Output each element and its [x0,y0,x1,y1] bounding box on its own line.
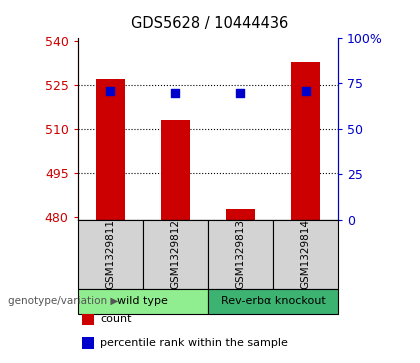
Text: GDS5628 / 10444436: GDS5628 / 10444436 [131,16,289,31]
Text: GSM1329811: GSM1329811 [105,219,115,289]
Text: percentile rank within the sample: percentile rank within the sample [100,338,288,348]
Bar [291,62,320,220]
Text: count: count [100,314,131,325]
Point [107,88,114,94]
Bar [161,120,190,220]
Bar [226,209,255,220]
Point [302,88,309,94]
Text: GSM1329812: GSM1329812 [171,219,180,289]
Text: genotype/variation ▶: genotype/variation ▶ [8,296,119,306]
Text: Rev-erbα knockout: Rev-erbα knockout [220,296,326,306]
Text: wild type: wild type [117,296,168,306]
Point [172,90,179,95]
Text: GSM1329814: GSM1329814 [301,219,310,289]
Bar [96,79,125,220]
Point [237,91,244,97]
Text: GSM1329813: GSM1329813 [236,219,245,289]
